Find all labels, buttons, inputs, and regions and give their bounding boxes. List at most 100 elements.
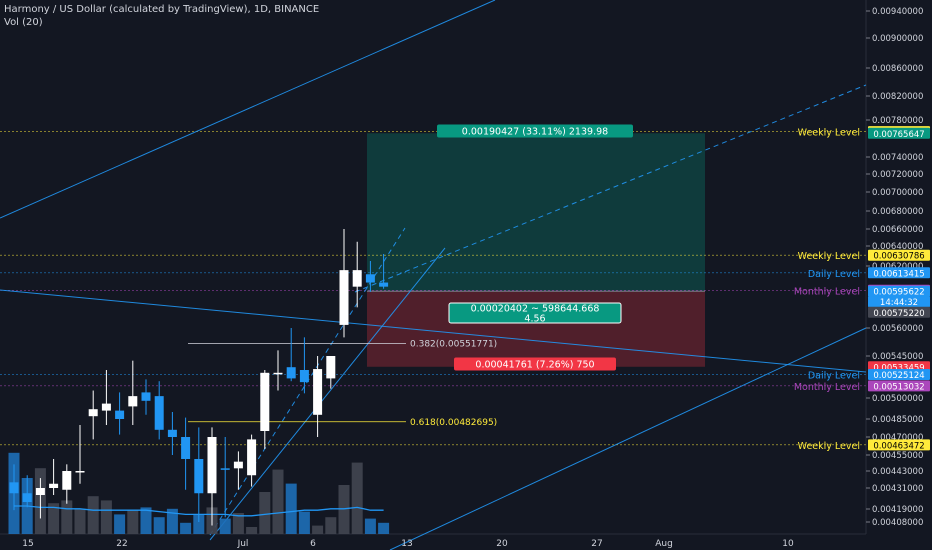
target-label-text-0: 0.00190427 (33.11%) 2139.98 [462,127,608,138]
volume-bar-5 [74,508,86,534]
price-tick-7: 0.00700000 [872,188,923,198]
candle-body-24 [326,356,336,379]
volume-bar-22 [298,511,310,534]
volume-bar-28 [378,522,390,534]
price-tag-bg-11 [868,439,930,451]
price-tick-20: 0.00419000 [872,505,923,515]
price-tag-6: 14:44:32 [880,298,918,308]
volume-bar-13 [180,522,192,534]
time-tick-7: Aug [655,539,673,549]
price-tag-10: 0.00513032 [873,382,924,392]
volume-indicator-label[interactable]: Vol (20) [4,17,43,28]
candle-body-7 [101,403,111,411]
volume-bar-24 [325,517,337,534]
price-tag-bg-7 [868,306,930,318]
candle-body-3 [49,483,59,488]
price-tick-18: 0.00443000 [872,467,923,477]
price-tick-19: 0.00431000 [872,484,923,494]
volume-bar-25 [338,485,350,534]
price-tick-0: 0.00940000 [872,7,923,17]
price-tag-bg-2 [868,249,930,261]
volume-bar-19 [259,492,271,534]
entry-label-text-0: 0.00020402 ~ 598644.668 [471,304,600,315]
volume-bar-23 [312,525,324,534]
volume-bar-14 [193,514,205,534]
price-tick-5: 0.00740000 [872,153,923,163]
level-label-4: Daily Level [808,371,860,382]
level-label-3: Monthly Level [794,286,860,297]
price-tag-bg-3 [868,267,930,279]
candle-body-0 [9,482,19,494]
time-tick-8: 10 [782,539,794,549]
candle-body-13 [181,437,191,459]
candle-body-22 [299,370,309,383]
time-tick-0: 15 [22,539,33,549]
price-tag-2: 0.00630786 [873,252,924,262]
fib-label-1: 0.618(0.00482695) [410,418,497,428]
volume-bar-11 [153,517,165,534]
level-label-2: Daily Level [808,269,860,280]
time-tick-4: 13 [401,539,412,549]
candle-body-27 [365,274,375,283]
price-tag-11: 0.00463472 [873,441,924,451]
candle-body-19 [260,372,270,431]
level-label-6: Weekly Level [798,441,860,452]
price-tick-17: 0.00455000 [872,451,923,461]
price-tag-7: 0.00575220 [873,309,924,319]
price-tag-1: 0.00765647 [873,130,924,140]
price-tag-8: 0.00533459 [873,363,924,373]
candle-body-1 [22,493,32,502]
trend-line-2 [0,289,867,373]
volume-bar-16 [219,518,231,534]
time-tick-1: 22 [116,539,127,549]
candle-body-9 [128,396,138,407]
candle-body-2 [35,488,45,495]
candle-body-4 [62,471,72,490]
profit-zone [367,133,705,292]
price-tag-bg-5 [868,285,930,297]
trend-line-1 [389,327,867,550]
level-label-1: Weekly Level [798,251,860,262]
volume-bar-6 [87,496,99,534]
volume-bar-27 [364,518,376,534]
price-tag-bg-9 [868,369,930,381]
time-tick-5: 20 [496,539,508,549]
volume-bar-4 [61,500,73,534]
time-tick-3: 6 [310,539,316,549]
candle-body-12 [167,429,177,437]
price-tick-13: 0.00545000 [872,352,923,362]
time-tick-2: Jul [237,539,249,549]
volume-bar-8 [114,514,126,534]
volume-bar-7 [100,500,112,534]
price-tick-3: 0.00820000 [872,92,923,102]
price-tag-bg-10 [868,380,930,392]
trend-line-3 [209,247,446,541]
price-tick-10: 0.00640000 [872,242,923,252]
time-tick-6: 27 [591,539,602,549]
stop-label-bg [454,357,616,371]
level-label-5: Monthly Level [794,382,860,393]
candle-body-6 [88,409,98,417]
volume-bar-10 [140,507,152,534]
chart-title: Harmony / US Dollar (calculated by Tradi… [4,4,320,15]
price-tag-bg-1 [868,127,930,139]
price-tick-2: 0.00860000 [872,64,923,74]
candle-body-23 [313,369,323,415]
candle-body-16 [220,468,230,470]
price-tick-9: 0.00660000 [872,225,923,235]
candle-body-8 [115,410,125,419]
price-tag-9: 0.00525124 [873,371,924,381]
price-tick-8: 0.00680000 [872,207,923,217]
candle-body-10 [141,392,151,401]
price-tick-14: 0.00500000 [872,394,923,404]
price-tag-5: 0.00595622 [873,288,924,298]
candle-body-21 [286,367,296,379]
volume-bar-20 [272,469,284,534]
price-tick-16: 0.00470000 [872,433,923,443]
entry-label-text-1: 4.56 [524,314,545,325]
price-tick-4: 0.00780000 [872,116,923,126]
candle-body-14 [194,459,204,494]
level-label-0: Weekly Level [798,128,860,139]
volume-bar-17 [232,513,244,534]
